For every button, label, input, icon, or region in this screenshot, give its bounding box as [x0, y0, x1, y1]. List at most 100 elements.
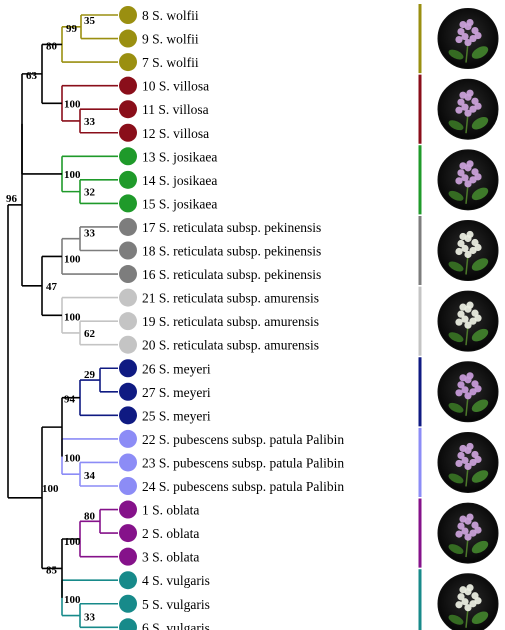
photo-blossom-wolfii-9 — [464, 38, 472, 47]
flower-photos — [437, 8, 499, 630]
bootstrap-label-13: 62 — [84, 328, 96, 340]
photo-blossom-amurensis-6 — [466, 301, 474, 309]
photo-disc-meyeri — [437, 361, 499, 423]
bootstrap-label-15: 94 — [64, 394, 76, 406]
leaf-marker-17 — [119, 406, 137, 425]
bootstrap-label-10: 100 — [64, 253, 81, 265]
photo-blossom-meyeri-6 — [466, 372, 474, 380]
leaf-marker-26 — [119, 618, 137, 630]
leaf-marker-19 — [119, 453, 137, 472]
photo-blossom-amurensis-7 — [474, 314, 482, 322]
leaf-label-14: 20 S. reticulata subsp. amurensis — [142, 338, 319, 353]
bootstrap-label-20: 100 — [64, 536, 81, 548]
flower-photo-villosa — [437, 78, 499, 140]
photo-leaf2-meyeri — [448, 402, 464, 413]
photo-blossom-vulgaris-7 — [474, 597, 482, 605]
photo-disc-pubescens — [437, 431, 499, 493]
photo-blossom-pekinensis-3 — [461, 244, 469, 253]
photo-leaf-vulgaris — [471, 611, 489, 624]
photo-blossom-pubescens-5 — [455, 459, 463, 468]
leaf-label-16: 27 S. meyeri — [142, 385, 211, 400]
leaf-label-24: 4 S. vulgaris — [142, 573, 210, 588]
bootstrap-label-9: 33 — [84, 228, 96, 240]
photo-blossom-vulgaris-5 — [455, 601, 463, 609]
bootstrap-label-11: 47 — [46, 281, 58, 293]
leaf-label-7: 14 S. josikaea — [142, 173, 217, 188]
leaf-label-10: 18 S. reticulata subsp. pekinensis — [142, 244, 321, 259]
photo-blossom-josikaea-6 — [466, 160, 474, 168]
bootstrap-label-6: 100 — [64, 169, 81, 181]
leaf-marker-0 — [119, 6, 137, 24]
leaf-label-18: 22 S. pubescens subsp. patula Palibin — [142, 432, 344, 447]
bootstrap-label-8: 96 — [6, 193, 18, 205]
leaf-marker-24 — [119, 571, 137, 590]
photo-blossom-wolfii-3 — [461, 32, 469, 41]
photo-leaf-amurensis — [471, 328, 489, 342]
photo-blossom-josikaea-5 — [455, 177, 463, 185]
leaf-marker-2 — [119, 53, 137, 72]
photo-blossom-josikaea-9 — [464, 180, 472, 188]
leaf-label-0: 8 S. wolfii — [142, 8, 199, 23]
bootstrap-label-19: 80 — [84, 510, 96, 522]
flower-photo-josikaea — [437, 149, 499, 211]
bootstrap-label-4: 33 — [84, 116, 96, 128]
leaf-label-5: 12 S. villosa — [142, 126, 209, 141]
photo-blossom-villosa-9 — [464, 109, 472, 117]
leaf-label-19: 23 S. pubescens subsp. patula Palibin — [142, 455, 344, 470]
bootstrap-label-2: 80 — [46, 40, 58, 52]
photo-blossom-pekinensis-1 — [457, 239, 465, 248]
flower-photo-vulgaris — [437, 573, 499, 630]
leaf-marker-5 — [119, 123, 137, 142]
photo-blossom-villosa-6 — [466, 89, 474, 97]
photo-blossom-pekinensis-6 — [466, 230, 474, 239]
photo-blossom-vulgaris-1 — [457, 593, 465, 601]
photo-blossom-pubescens-6 — [466, 442, 474, 451]
photo-blossom-amurensis-9 — [464, 321, 472, 329]
photo-disc-amurensis — [437, 290, 499, 352]
photo-disc-josikaea — [437, 149, 499, 211]
photo-leaf-josikaea — [471, 187, 489, 201]
leaf-label-15: 26 S. meyeri — [142, 361, 211, 376]
photo-blossom-oblata-9 — [464, 533, 472, 541]
photo-blossom-vulgaris-3 — [461, 598, 469, 606]
leaf-label-12: 21 S. reticulata subsp. amurensis — [142, 291, 319, 306]
leaf-label-2: 7 S. wolfii — [142, 55, 199, 70]
bootstrap-label-21: 85 — [46, 564, 58, 576]
leaf-marker-14 — [119, 335, 137, 354]
photo-blossom-meyeri-3 — [461, 386, 469, 394]
bootstrap-label-5: 63 — [26, 70, 38, 82]
leaf-label-25: 5 S. vulgaris — [142, 597, 210, 612]
photo-leaf-meyeri — [471, 399, 489, 413]
leaf-label-3: 10 S. villosa — [142, 79, 209, 94]
photo-blossom-josikaea-1 — [457, 169, 465, 177]
photo-leaf2-wolfii — [448, 49, 464, 60]
photo-blossom-vulgaris-8 — [459, 586, 467, 594]
bootstrap-label-23: 33 — [84, 612, 96, 624]
leaf-marker-9 — [119, 217, 137, 236]
photo-leaf-pubescens — [471, 470, 489, 483]
leaf-marker-6 — [119, 147, 137, 166]
photo-leaf2-josikaea — [448, 190, 464, 201]
photo-blossom-amurensis-3 — [461, 315, 469, 323]
bootstrap-label-12: 100 — [64, 311, 81, 323]
tree-leaves: 8 S. wolfii 9 S. wolfii 7 S. wolfii 10 S. v… — [119, 6, 344, 630]
photo-disc-oblata — [437, 502, 499, 564]
flower-photo-amurensis — [437, 290, 499, 352]
photo-blossom-vulgaris-9 — [464, 604, 472, 612]
leaf-label-8: 15 S. josikaea — [142, 196, 217, 211]
photo-blossom-pubescens-9 — [464, 462, 472, 471]
photo-blossom-pekinensis-7 — [474, 243, 482, 252]
photo-leaf2-pubescens — [448, 473, 464, 484]
flower-photo-pekinensis — [437, 220, 499, 281]
photo-blossom-pubescens-8 — [459, 444, 467, 453]
photo-blossom-amurensis-8 — [459, 303, 467, 311]
leaf-marker-18 — [119, 429, 137, 448]
leaf-marker-3 — [119, 76, 137, 95]
leaf-marker-22 — [119, 524, 137, 543]
leaf-marker-15 — [119, 359, 137, 378]
leaf-label-13: 19 S. reticulata subsp. amurensis — [142, 314, 319, 329]
photo-leaf2-oblata — [448, 544, 464, 555]
photo-blossom-meyeri-9 — [464, 392, 472, 400]
leaf-marker-25 — [119, 594, 137, 613]
photo-leaf-oblata — [471, 540, 489, 554]
